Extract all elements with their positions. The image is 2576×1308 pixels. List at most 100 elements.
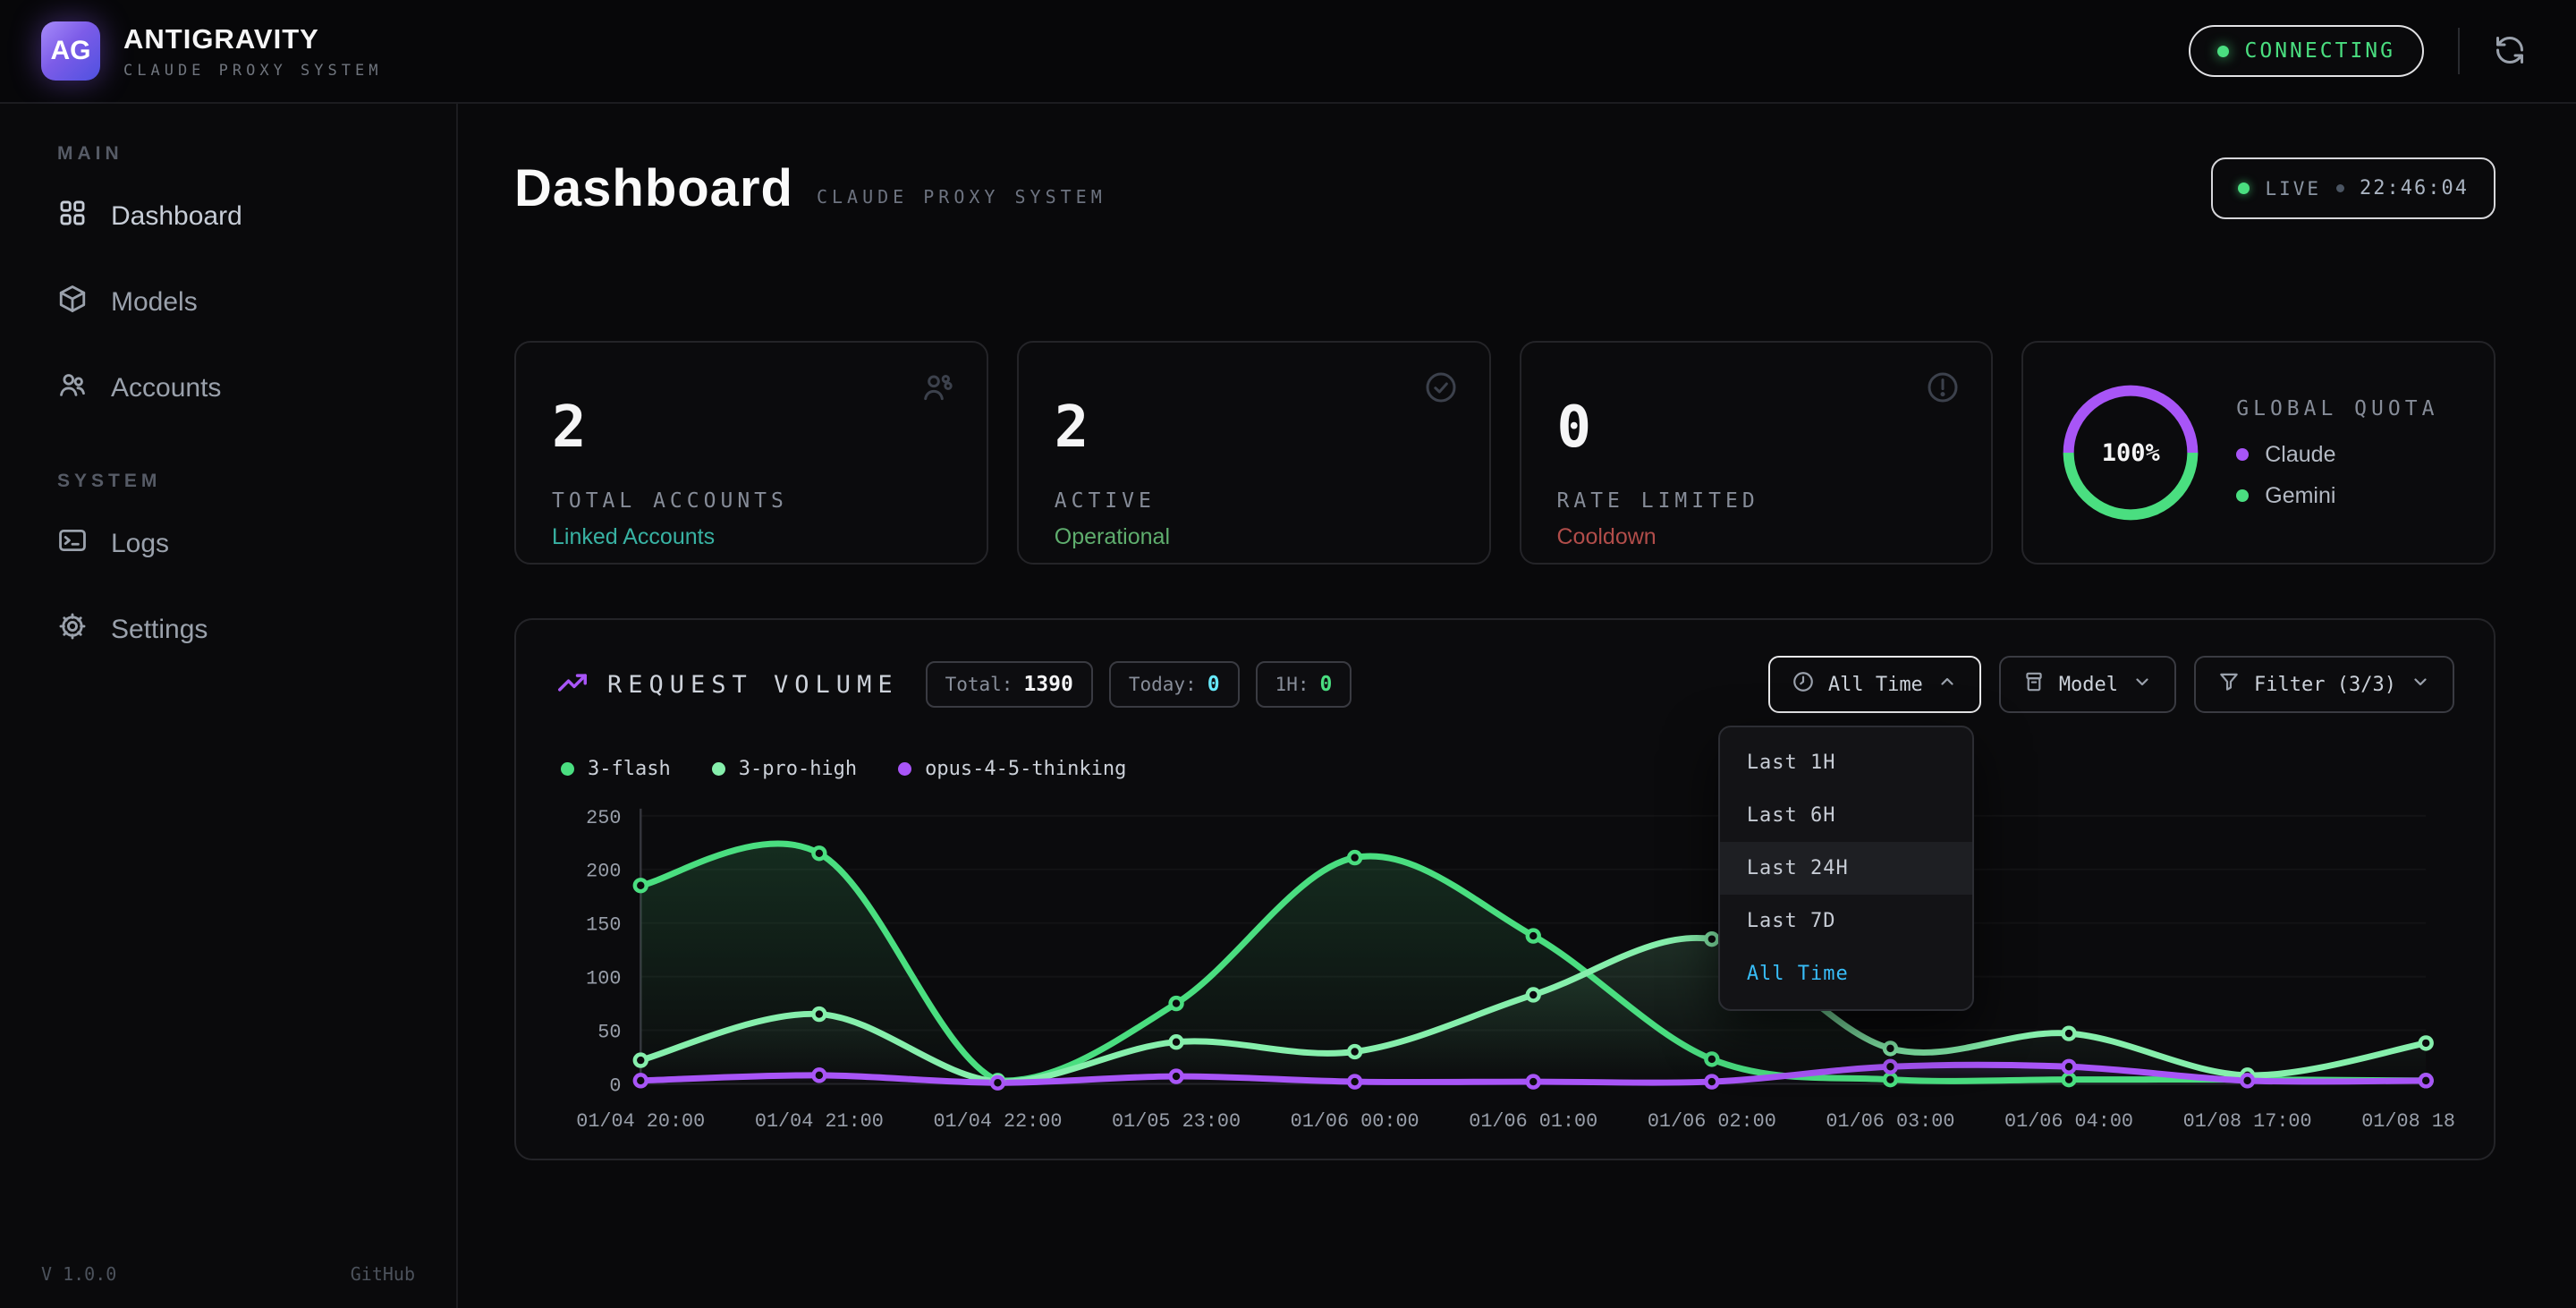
app-version: V 1.0.0	[41, 1263, 116, 1285]
brand: ANTIGRAVITY CLAUDE PROXY SYSTEM	[123, 23, 382, 80]
stat-card-active: 2 ACTIVE Operational	[1017, 341, 1491, 565]
svg-text:01/04 20:00: 01/04 20:00	[576, 1110, 705, 1133]
quota-donut-chart: 100%	[2059, 381, 2202, 524]
stat-card-rate-limited: 0 RATE LIMITED Cooldown	[1520, 341, 1994, 565]
connection-status-label: CONNECTING	[2245, 39, 2395, 63]
svg-text:01/08 17:00: 01/08 17:00	[2183, 1110, 2312, 1133]
quota-percent: 100%	[2059, 381, 2202, 524]
chip-value: 0	[1208, 673, 1220, 696]
main-content: Dashboard CLAUDE PROXY SYSTEM LIVE 22:46…	[458, 104, 2576, 1308]
page-title: Dashboard	[514, 158, 793, 218]
stat-status: Linked Accounts	[552, 524, 951, 550]
legend-label: opus-4-5-thinking	[925, 758, 1126, 780]
sidebar-section-system: SYSTEM	[0, 471, 456, 501]
app-subtitle: CLAUDE PROXY SYSTEM	[123, 62, 382, 80]
clock-value: 22:46:04	[2360, 177, 2469, 200]
time-range-button[interactable]: All Time	[1768, 656, 1981, 713]
svg-text:01/08 18:00: 01/08 18:00	[2361, 1110, 2454, 1133]
legend-item-opus-4-5-thinking[interactable]: opus-4-5-thinking	[898, 758, 1126, 780]
legend-item-3-flash[interactable]: 3-flash	[561, 758, 671, 780]
filter-button[interactable]: Filter (3/3)	[2194, 656, 2454, 713]
separator-dot-icon	[2336, 184, 2344, 192]
gemini-dot-icon	[2236, 489, 2249, 502]
panel-title: REQUEST VOLUME	[607, 671, 899, 699]
refresh-button[interactable]	[2494, 34, 2526, 69]
chip-label: 1H:	[1275, 674, 1309, 695]
legend-item-3-pro-high[interactable]: 3-pro-high	[712, 758, 857, 780]
check-circle-icon	[1423, 369, 1459, 410]
stat-label: ACTIVE	[1055, 489, 1453, 513]
trending-up-icon	[555, 666, 589, 704]
total-requests-chip: Total: 1390	[926, 661, 1093, 708]
funnel-icon	[2217, 670, 2241, 699]
stat-label: TOTAL ACCOUNTS	[552, 489, 951, 513]
sidebar-item-models[interactable]: Models	[0, 259, 456, 345]
chevron-up-icon	[1936, 671, 1958, 698]
dropdown-item-last-7d[interactable]: Last 7D	[1720, 895, 1972, 947]
dropdown-item-last-1h[interactable]: Last 1H	[1720, 736, 1972, 789]
stat-value: 0	[1557, 395, 1956, 461]
connection-status-dot-icon	[2217, 46, 2229, 57]
series-dot-icon	[712, 762, 725, 776]
svg-text:150: 150	[586, 914, 621, 937]
cube-icon	[57, 284, 88, 321]
terminal-icon	[57, 525, 88, 563]
dropdown-item-last-24h[interactable]: Last 24H	[1720, 842, 1972, 895]
sidebar-item-settings[interactable]: Settings	[0, 587, 456, 673]
refresh-icon	[2494, 34, 2526, 69]
chevron-down-icon	[2410, 671, 2431, 698]
sidebar-item-label: Dashboard	[111, 201, 242, 232]
claude-dot-icon	[2236, 448, 2249, 461]
archive-box-icon	[2022, 670, 2046, 699]
page-subtitle: CLAUDE PROXY SYSTEM	[817, 186, 1106, 208]
chart-legend: 3-flash 3-pro-high opus-4-5-thinking	[561, 758, 2454, 780]
legend-label: 3-pro-high	[739, 758, 857, 780]
svg-text:01/04 22:00: 01/04 22:00	[933, 1110, 1062, 1133]
svg-text:01/06 02:00: 01/06 02:00	[1648, 1110, 1776, 1133]
alert-circle-icon	[1925, 369, 1961, 410]
gear-icon	[57, 611, 88, 649]
live-label: LIVE	[2265, 178, 2321, 200]
svg-text:250: 250	[586, 807, 621, 829]
stat-value: 2	[552, 395, 951, 461]
model-filter-button[interactable]: Model	[1999, 656, 2176, 713]
sidebar-item-label: Logs	[111, 529, 169, 559]
sidebar-item-logs[interactable]: Logs	[0, 501, 456, 587]
quota-legend-label: Gemini	[2265, 483, 2335, 509]
stat-label: RATE LIMITED	[1557, 489, 1956, 513]
chip-label: Today:	[1129, 674, 1197, 695]
sidebar-section-main: MAIN	[0, 143, 456, 174]
legend-label: 3-flash	[588, 758, 671, 780]
svg-text:01/06 01:00: 01/06 01:00	[1469, 1110, 1597, 1133]
dropdown-item-all-time[interactable]: All Time	[1720, 947, 1972, 1000]
users-icon	[920, 369, 956, 410]
svg-text:200: 200	[586, 861, 621, 883]
chip-value: 0	[1319, 673, 1332, 696]
sidebar-item-accounts[interactable]: Accounts	[0, 345, 456, 431]
series-dot-icon	[561, 762, 574, 776]
clock-icon	[1792, 670, 1815, 699]
sidebar-item-label: Models	[111, 287, 198, 318]
svg-text:01/06 00:00: 01/06 00:00	[1291, 1110, 1419, 1133]
stat-card-total-accounts: 2 TOTAL ACCOUNTS Linked Accounts	[514, 341, 988, 565]
quota-label: GLOBAL QUOTA	[2236, 397, 2438, 420]
github-link[interactable]: GitHub	[351, 1263, 415, 1285]
svg-text:50: 50	[597, 1021, 621, 1043]
sidebar: MAIN Dashboard Models	[0, 104, 458, 1308]
time-range-label: All Time	[1828, 674, 1923, 696]
svg-text:01/05 23:00: 01/05 23:00	[1112, 1110, 1241, 1133]
users-icon	[57, 369, 88, 407]
dropdown-item-last-6h[interactable]: Last 6H	[1720, 789, 1972, 842]
sidebar-item-dashboard[interactable]: Dashboard	[0, 174, 456, 259]
time-range-dropdown: Last 1H Last 6H Last 24H Last 7D All Tim…	[1718, 726, 1974, 1011]
stat-status: Operational	[1055, 524, 1453, 550]
top-bar: AG ANTIGRAVITY CLAUDE PROXY SYSTEM CONNE…	[0, 0, 2576, 104]
live-dot-icon	[2238, 183, 2250, 194]
chip-label: Total:	[945, 674, 1013, 695]
chip-value: 1390	[1023, 673, 1072, 696]
hour-requests-chip: 1H: 0	[1256, 661, 1352, 708]
topbar-divider	[2458, 28, 2460, 74]
chevron-down-icon	[2131, 671, 2153, 698]
quota-legend-claude: Claude	[2236, 442, 2438, 468]
request-volume-line-chart: 05010015020025001/04 20:0001/04 21:0001/…	[555, 800, 2454, 1137]
